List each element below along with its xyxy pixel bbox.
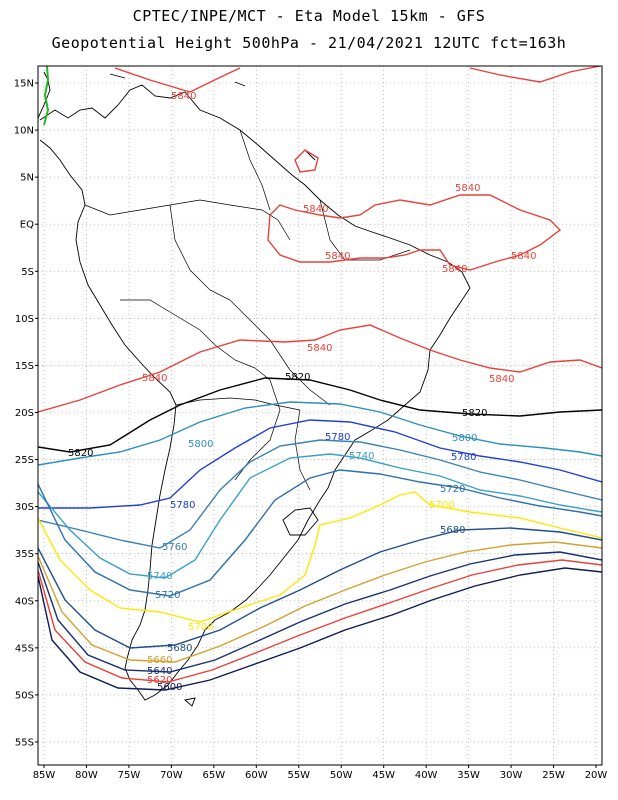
lat-tick-label-15N: 15N [14, 79, 34, 90]
lat-tick-label-EQ: EQ [20, 220, 34, 231]
lat-tick-label-45S: 45S [15, 643, 34, 654]
lon-tick-label-20W: 20W [585, 770, 608, 781]
country-borders [84, 129, 411, 491]
label-5820-a: 5820 [285, 372, 310, 383]
label-5700-a: 5700 [429, 500, 454, 511]
contour-lines [38, 66, 602, 691]
lat-tick-label-5S: 5S [21, 267, 34, 278]
label-5840-b: 5840 [303, 204, 328, 215]
lat-tick-label-55S: 55S [15, 737, 34, 748]
label-5660: 5660 [147, 655, 172, 666]
label-5700-b: 5700 [188, 622, 213, 633]
contour-5800 [38, 401, 602, 466]
lon-tick-label-85W: 85W [33, 770, 56, 781]
label-5780-b: 5780 [451, 452, 476, 463]
label-5820-c: 5820 [68, 448, 93, 459]
lon-tick-label-80W: 80W [75, 770, 98, 781]
lat-tick-label-15S: 15S [15, 361, 34, 372]
gridlines [38, 66, 602, 765]
lat-tick-label-10S: 10S [15, 314, 34, 325]
label-5840-i: 5840 [489, 374, 514, 385]
label-5740-b: 5740 [147, 571, 172, 582]
label-5840-g: 5840 [307, 343, 332, 354]
label-5680-b: 5680 [167, 643, 192, 654]
green-boundary-line [43, 66, 50, 126]
contour-5660 [38, 541, 602, 663]
label-5840-a: 5840 [171, 91, 196, 102]
label-5620: 5620 [147, 675, 172, 686]
lon-tick-label-70W: 70W [160, 770, 183, 781]
lon-tick-label-30W: 30W [500, 770, 523, 781]
label-5600: 5600 [157, 682, 182, 693]
contour-5760 [38, 439, 602, 549]
axis-ticks: 15N 10N 5N EQ 5S 10S 15S 20S 25S 30S 35S 40S 45S 50S 5… [14, 79, 608, 782]
contour-5840-south [38, 324, 602, 413]
contour-5740 [38, 453, 602, 579]
contour-5680 [38, 527, 602, 649]
label-5740-a: 5740 [349, 451, 374, 462]
chart-title: CPTEC/INPE/MCT - Eta Model 15km - GFS [132, 7, 486, 25]
label-5760: 5760 [162, 542, 187, 553]
lat-tick-label-10N: 10N [14, 126, 34, 137]
central-america-coastline [38, 71, 51, 119]
label-5840-c: 5840 [455, 183, 480, 194]
lon-tick-label-50W: 50W [330, 770, 353, 781]
contour-5840-amazon [267, 194, 562, 271]
contour-5640 [38, 551, 602, 673]
map-frame-border [37, 65, 603, 766]
lon-tick-label-45W: 45W [372, 770, 395, 781]
lat-tick-label-20S: 20S [15, 408, 34, 419]
lat-tick-label-5N: 5N [20, 173, 34, 184]
contour-5840-east [469, 66, 601, 83]
label-5680-a: 5680 [440, 525, 465, 536]
label-5840-d: 5840 [325, 251, 350, 262]
contour-5600 [38, 567, 602, 691]
lon-tick-label-35W: 35W [457, 770, 480, 781]
contour-5720 [38, 469, 602, 597]
label-5800-b: 5800 [452, 433, 477, 444]
rio-de-la-plata [282, 507, 319, 536]
label-5840-e: 5840 [442, 264, 467, 275]
contour-labels: 5840 5840 5840 5840 5840 5840 5840 5840 … [68, 91, 536, 693]
label-5840-h: 5840 [142, 373, 167, 384]
contour-5620 [38, 559, 602, 683]
label-5640: 5640 [147, 666, 172, 677]
label-5780-c: 5780 [170, 500, 195, 511]
lon-tick-label-25W: 25W [542, 770, 565, 781]
label-5720-a: 5720 [440, 484, 465, 495]
contour-5840-north [114, 67, 241, 93]
lon-tick-label-75W: 75W [118, 770, 141, 781]
lat-tick-label-40S: 40S [15, 596, 34, 607]
label-5720-b: 5720 [155, 590, 180, 601]
chart-subtitle: Geopotential Height 500hPa - 21/04/2021 … [51, 34, 567, 52]
contour-5840-loop [294, 149, 319, 173]
lon-tick-label-65W: 65W [203, 770, 226, 781]
label-5780-a: 5780 [325, 432, 350, 443]
lat-tick-label-35S: 35S [15, 549, 34, 560]
lat-tick-label-50S: 50S [15, 690, 34, 701]
lon-tick-label-55W: 55W [287, 770, 310, 781]
lon-tick-label-60W: 60W [245, 770, 268, 781]
label-5800-a: 5800 [188, 439, 213, 450]
south-america-coastline [39, 84, 471, 701]
label-5840-f: 5840 [511, 251, 536, 262]
lat-tick-label-30S: 30S [15, 502, 34, 513]
lon-tick-label-40W: 40W [415, 770, 438, 781]
falkland-islands [184, 697, 196, 707]
lat-tick-label-25S: 25S [15, 455, 34, 466]
label-5820-b: 5820 [462, 408, 487, 419]
contour-5780 [38, 419, 602, 509]
contour-5820 [38, 377, 602, 453]
contour-5700 [38, 491, 602, 623]
